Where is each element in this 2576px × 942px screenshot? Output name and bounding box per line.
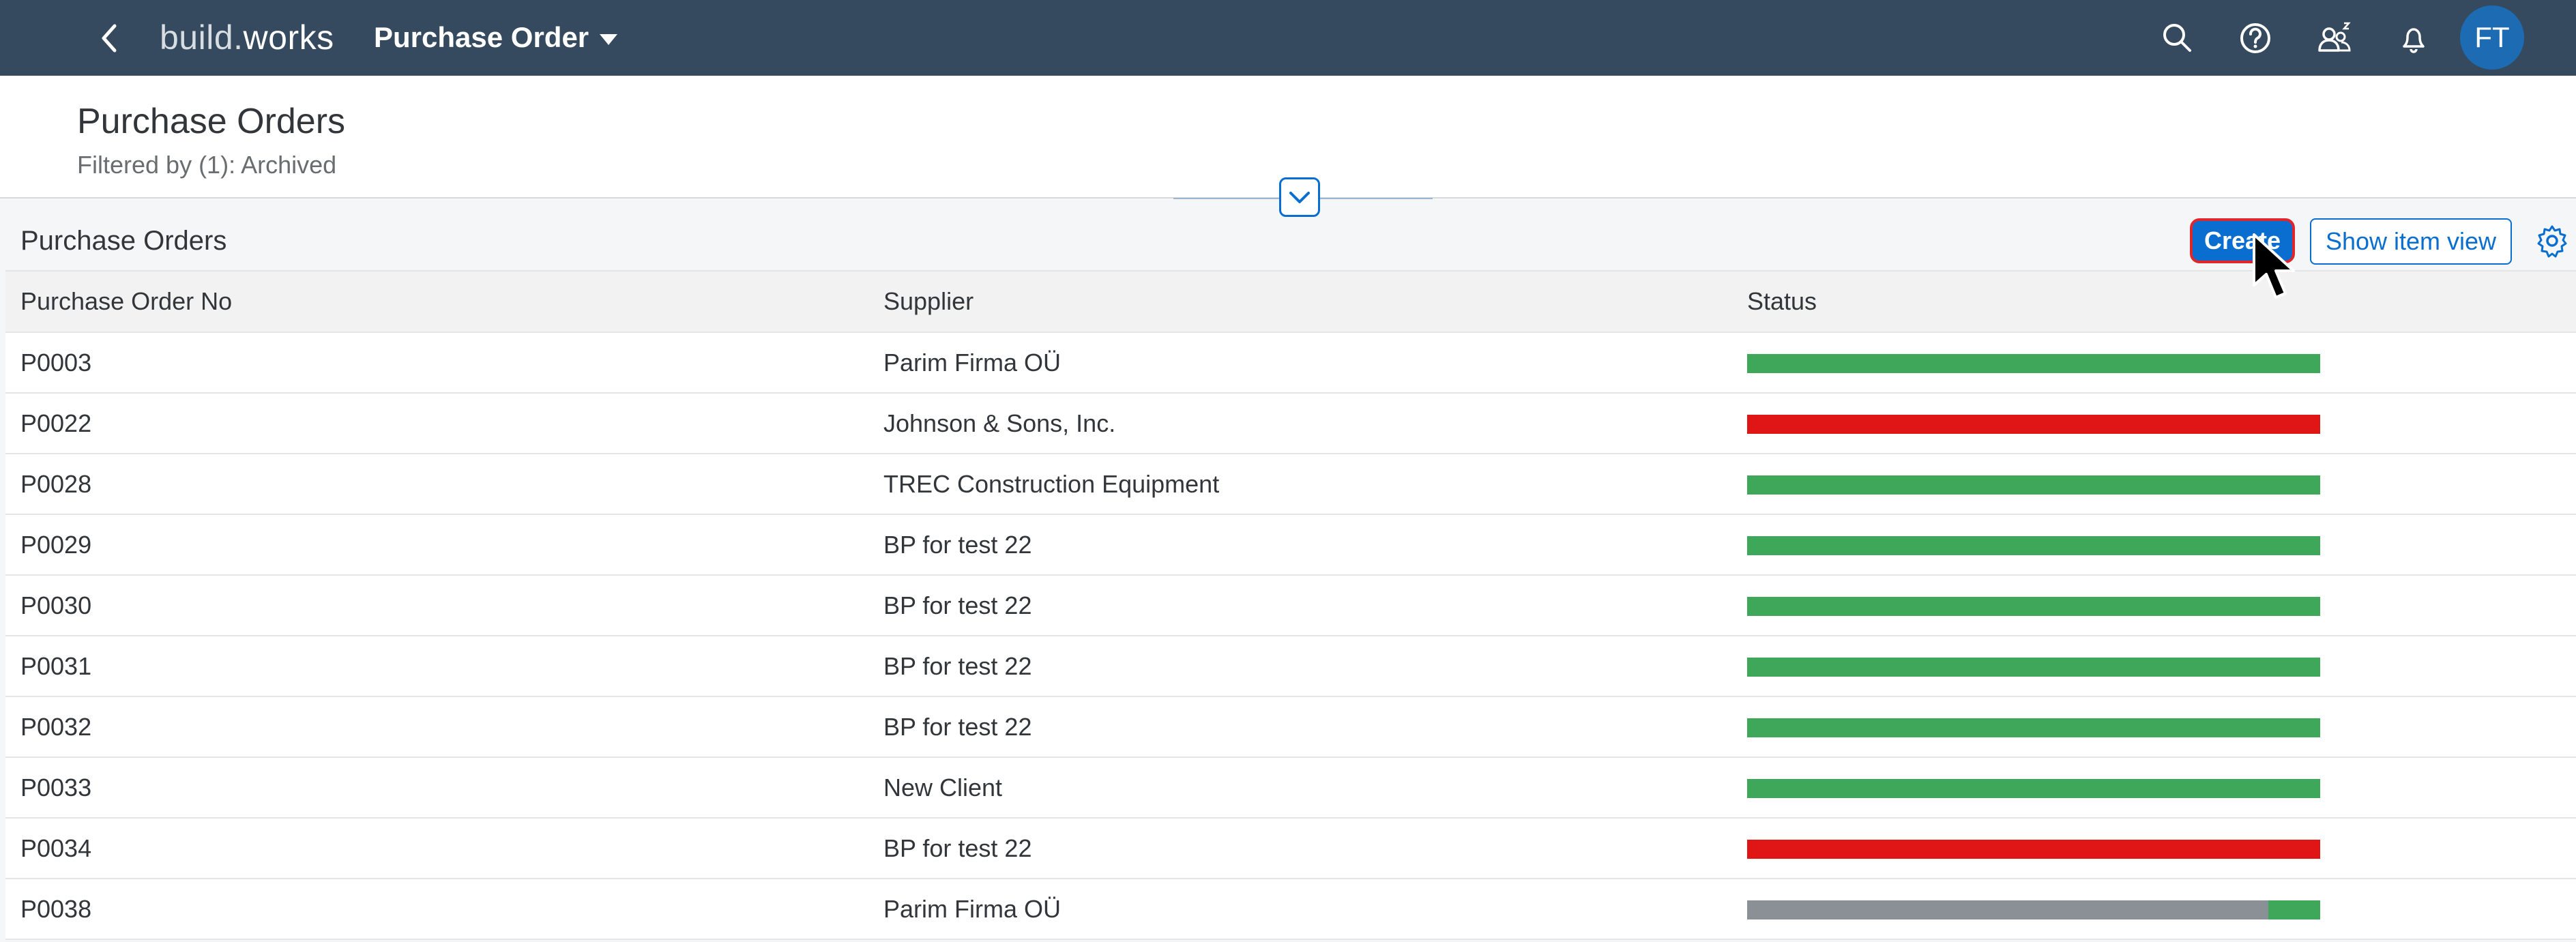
- column-header-status[interactable]: Status: [1747, 287, 1817, 315]
- show-item-view-button[interactable]: Show item view: [2310, 218, 2512, 265]
- status-bar: [1747, 354, 2320, 373]
- supplier-cell: BP for test 22: [883, 713, 1032, 741]
- chevron-left-icon: [102, 24, 117, 53]
- status-bar-segment: [2268, 900, 2320, 919]
- app-logo[interactable]: build.works: [160, 15, 334, 60]
- gear-icon: [2537, 225, 2567, 258]
- people-button[interactable]: [2315, 19, 2354, 57]
- status-bar-segment: [1747, 900, 2269, 919]
- table-header: Purchase Order No Supplier Status: [5, 270, 2576, 333]
- mouse-pointer-icon: [2253, 233, 2295, 299]
- create-button[interactable]: Create: [2190, 218, 2295, 263]
- supplier-cell: Parim Firma OÜ: [883, 895, 1061, 923]
- chevron-down-icon: [1289, 192, 1310, 203]
- status-bar: [1747, 658, 2320, 677]
- search-icon: [2163, 24, 2191, 52]
- table-settings-button[interactable]: [2535, 224, 2569, 258]
- bell-icon: [2403, 28, 2425, 53]
- status-bar-segment: [1747, 840, 2320, 859]
- po-number-cell: P0032: [20, 713, 92, 741]
- status-bar-segment: [1747, 475, 2320, 495]
- supplier-cell: BP for test 22: [883, 652, 1032, 680]
- table-row[interactable]: P0034 BP for test 22: [5, 819, 2576, 879]
- user-avatar[interactable]: FT: [2460, 5, 2524, 70]
- table-title: Purchase Orders: [20, 226, 227, 256]
- table-body: P0003 Parim Firma OÜ P0022 Johnson & Sons, …: [5, 333, 2576, 940]
- status-bar: [1747, 718, 2320, 737]
- column-header-po-no[interactable]: Purchase Order No: [20, 287, 233, 315]
- logo-text-1: build.: [160, 18, 244, 57]
- status-bar: [1747, 597, 2320, 616]
- table-row[interactable]: P0032 BP for test 22: [5, 697, 2576, 758]
- table-row[interactable]: P0003 Parim Firma OÜ: [5, 333, 2576, 394]
- page-title: Purchase Orders: [77, 102, 346, 141]
- po-number-cell: P0034: [20, 834, 92, 862]
- po-number-cell: P0038: [20, 895, 92, 923]
- status-bar-segment: [1747, 536, 2320, 555]
- caret-down-icon: [600, 33, 618, 45]
- shell-bar: build.works Purchase Order FT: [0, 0, 2576, 76]
- table-row[interactable]: P0031 BP for test 22: [5, 636, 2576, 697]
- po-number-cell: P0022: [20, 409, 92, 437]
- help-button[interactable]: [2236, 19, 2274, 57]
- help-icon: [2240, 23, 2270, 53]
- supplier-cell: TREC Construction Equipment: [883, 470, 1220, 498]
- table-row[interactable]: P0022 Johnson & Sons, Inc.: [5, 394, 2576, 454]
- status-bar-segment: [1747, 779, 2320, 798]
- search-button[interactable]: [2158, 19, 2197, 57]
- supplier-cell: BP for test 22: [883, 834, 1032, 862]
- notifications-button[interactable]: [2395, 19, 2433, 57]
- po-number-cell: P0003: [20, 349, 92, 377]
- status-bar-segment: [1747, 718, 2320, 737]
- po-number-cell: P0030: [20, 591, 92, 619]
- table-row[interactable]: P0029 BP for test 22: [5, 515, 2576, 576]
- supplier-cell: BP for test 22: [883, 591, 1032, 619]
- status-bar: [1747, 415, 2320, 434]
- supplier-cell: New Client: [883, 774, 1003, 801]
- status-bar-segment: [1747, 597, 2320, 616]
- column-header-supplier[interactable]: Supplier: [883, 287, 974, 315]
- collapse-header-button[interactable]: [1279, 177, 1320, 217]
- table-row[interactable]: P0030 BP for test 22: [5, 576, 2576, 636]
- back-button[interactable]: [96, 19, 123, 57]
- supplier-cell: BP for test 22: [883, 531, 1032, 559]
- status-bar: [1747, 900, 2320, 919]
- status-bar: [1747, 779, 2320, 798]
- po-number-cell: P0029: [20, 531, 92, 559]
- supplier-cell: Johnson & Sons, Inc.: [883, 409, 1116, 437]
- table-row[interactable]: P0033 New Client: [5, 758, 2576, 819]
- status-bar: [1747, 475, 2320, 495]
- purchase-orders-table: Purchase Order No Supplier Status P0003 P…: [5, 270, 2576, 940]
- status-bar-segment: [1747, 415, 2320, 434]
- logo-text-2: works: [243, 18, 334, 57]
- app-title-menu[interactable]: Purchase Order: [374, 15, 618, 60]
- supplier-cell: Parim Firma OÜ: [883, 349, 1061, 377]
- status-bar-segment: [1747, 354, 2320, 373]
- status-bar: [1747, 536, 2320, 555]
- status-bar: [1747, 840, 2320, 859]
- po-number-cell: P0028: [20, 470, 92, 498]
- po-number-cell: P0033: [20, 774, 92, 801]
- app-title: Purchase Order: [374, 21, 589, 53]
- table-row[interactable]: P0038 Parim Firma OÜ: [5, 879, 2576, 940]
- people-icon: [2318, 22, 2351, 52]
- filter-summary: Filtered by (1): Archived: [77, 151, 337, 179]
- table-row[interactable]: P0028 TREC Construction Equipment: [5, 454, 2576, 515]
- po-number-cell: P0031: [20, 652, 92, 680]
- status-bar-segment: [1747, 658, 2320, 677]
